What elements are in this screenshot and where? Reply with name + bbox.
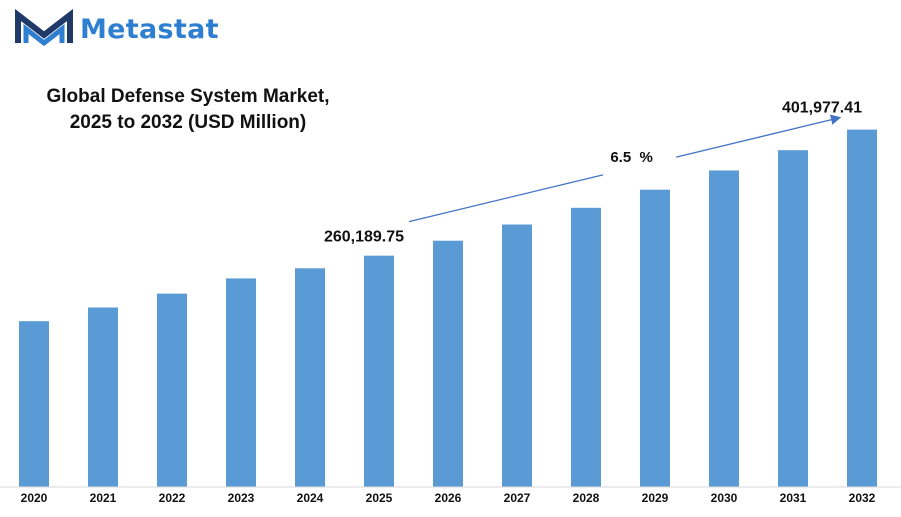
start-value-label: 260,189.75 xyxy=(324,229,404,246)
brand-name: Metastat xyxy=(80,13,219,45)
x-tick-2025: 2025 xyxy=(366,491,393,505)
m-logo-icon xyxy=(15,9,73,47)
bars-group xyxy=(19,129,877,488)
chart-title: Global Defense System Market, 2025 to 20… xyxy=(28,84,348,136)
bar-2028 xyxy=(571,207,601,487)
bar-2023 xyxy=(226,278,256,487)
x-tick-2028: 2028 xyxy=(573,491,600,505)
x-tick-2021: 2021 xyxy=(90,491,117,505)
bar-2027 xyxy=(502,224,532,488)
cagr-label: 6.5 % xyxy=(610,149,653,166)
bar-2026 xyxy=(433,240,463,487)
x-tick-2032: 2032 xyxy=(849,491,876,505)
brand-logo: Metastat xyxy=(14,8,219,50)
x-tick-2023: 2023 xyxy=(228,491,255,505)
trend-arrow-segment-1 xyxy=(408,174,604,223)
x-tick-2027: 2027 xyxy=(504,491,531,505)
bar-2024 xyxy=(295,268,325,487)
bar-2020 xyxy=(19,321,49,487)
end-value-label: 401,977.41 xyxy=(782,100,862,117)
x-tick-2030: 2030 xyxy=(711,491,738,505)
bar-2031 xyxy=(778,150,808,487)
x-tick-2031: 2031 xyxy=(780,491,807,505)
bar-2021 xyxy=(88,307,118,487)
bar-2029 xyxy=(640,189,670,487)
bar-2032 xyxy=(847,129,877,487)
bar-2025 xyxy=(364,255,394,487)
chart-title-line2: 2025 to 2032 (USD Million) xyxy=(69,112,307,133)
x-tick-labels: 2020 2021 2022 2023 2024 2025 2026 2027 2028 2029… xyxy=(21,491,876,505)
x-tick-2020: 2020 xyxy=(21,491,48,505)
trend-arrow-segment-2 xyxy=(676,114,842,158)
bar-2030 xyxy=(709,170,739,488)
x-tick-2029: 2029 xyxy=(642,491,669,505)
chart-title-line1: Global Defense System Market, xyxy=(46,86,330,107)
bar-2022 xyxy=(157,293,187,487)
x-tick-2022: 2022 xyxy=(159,491,186,505)
x-tick-2024: 2024 xyxy=(297,491,324,505)
x-tick-2026: 2026 xyxy=(435,491,462,505)
